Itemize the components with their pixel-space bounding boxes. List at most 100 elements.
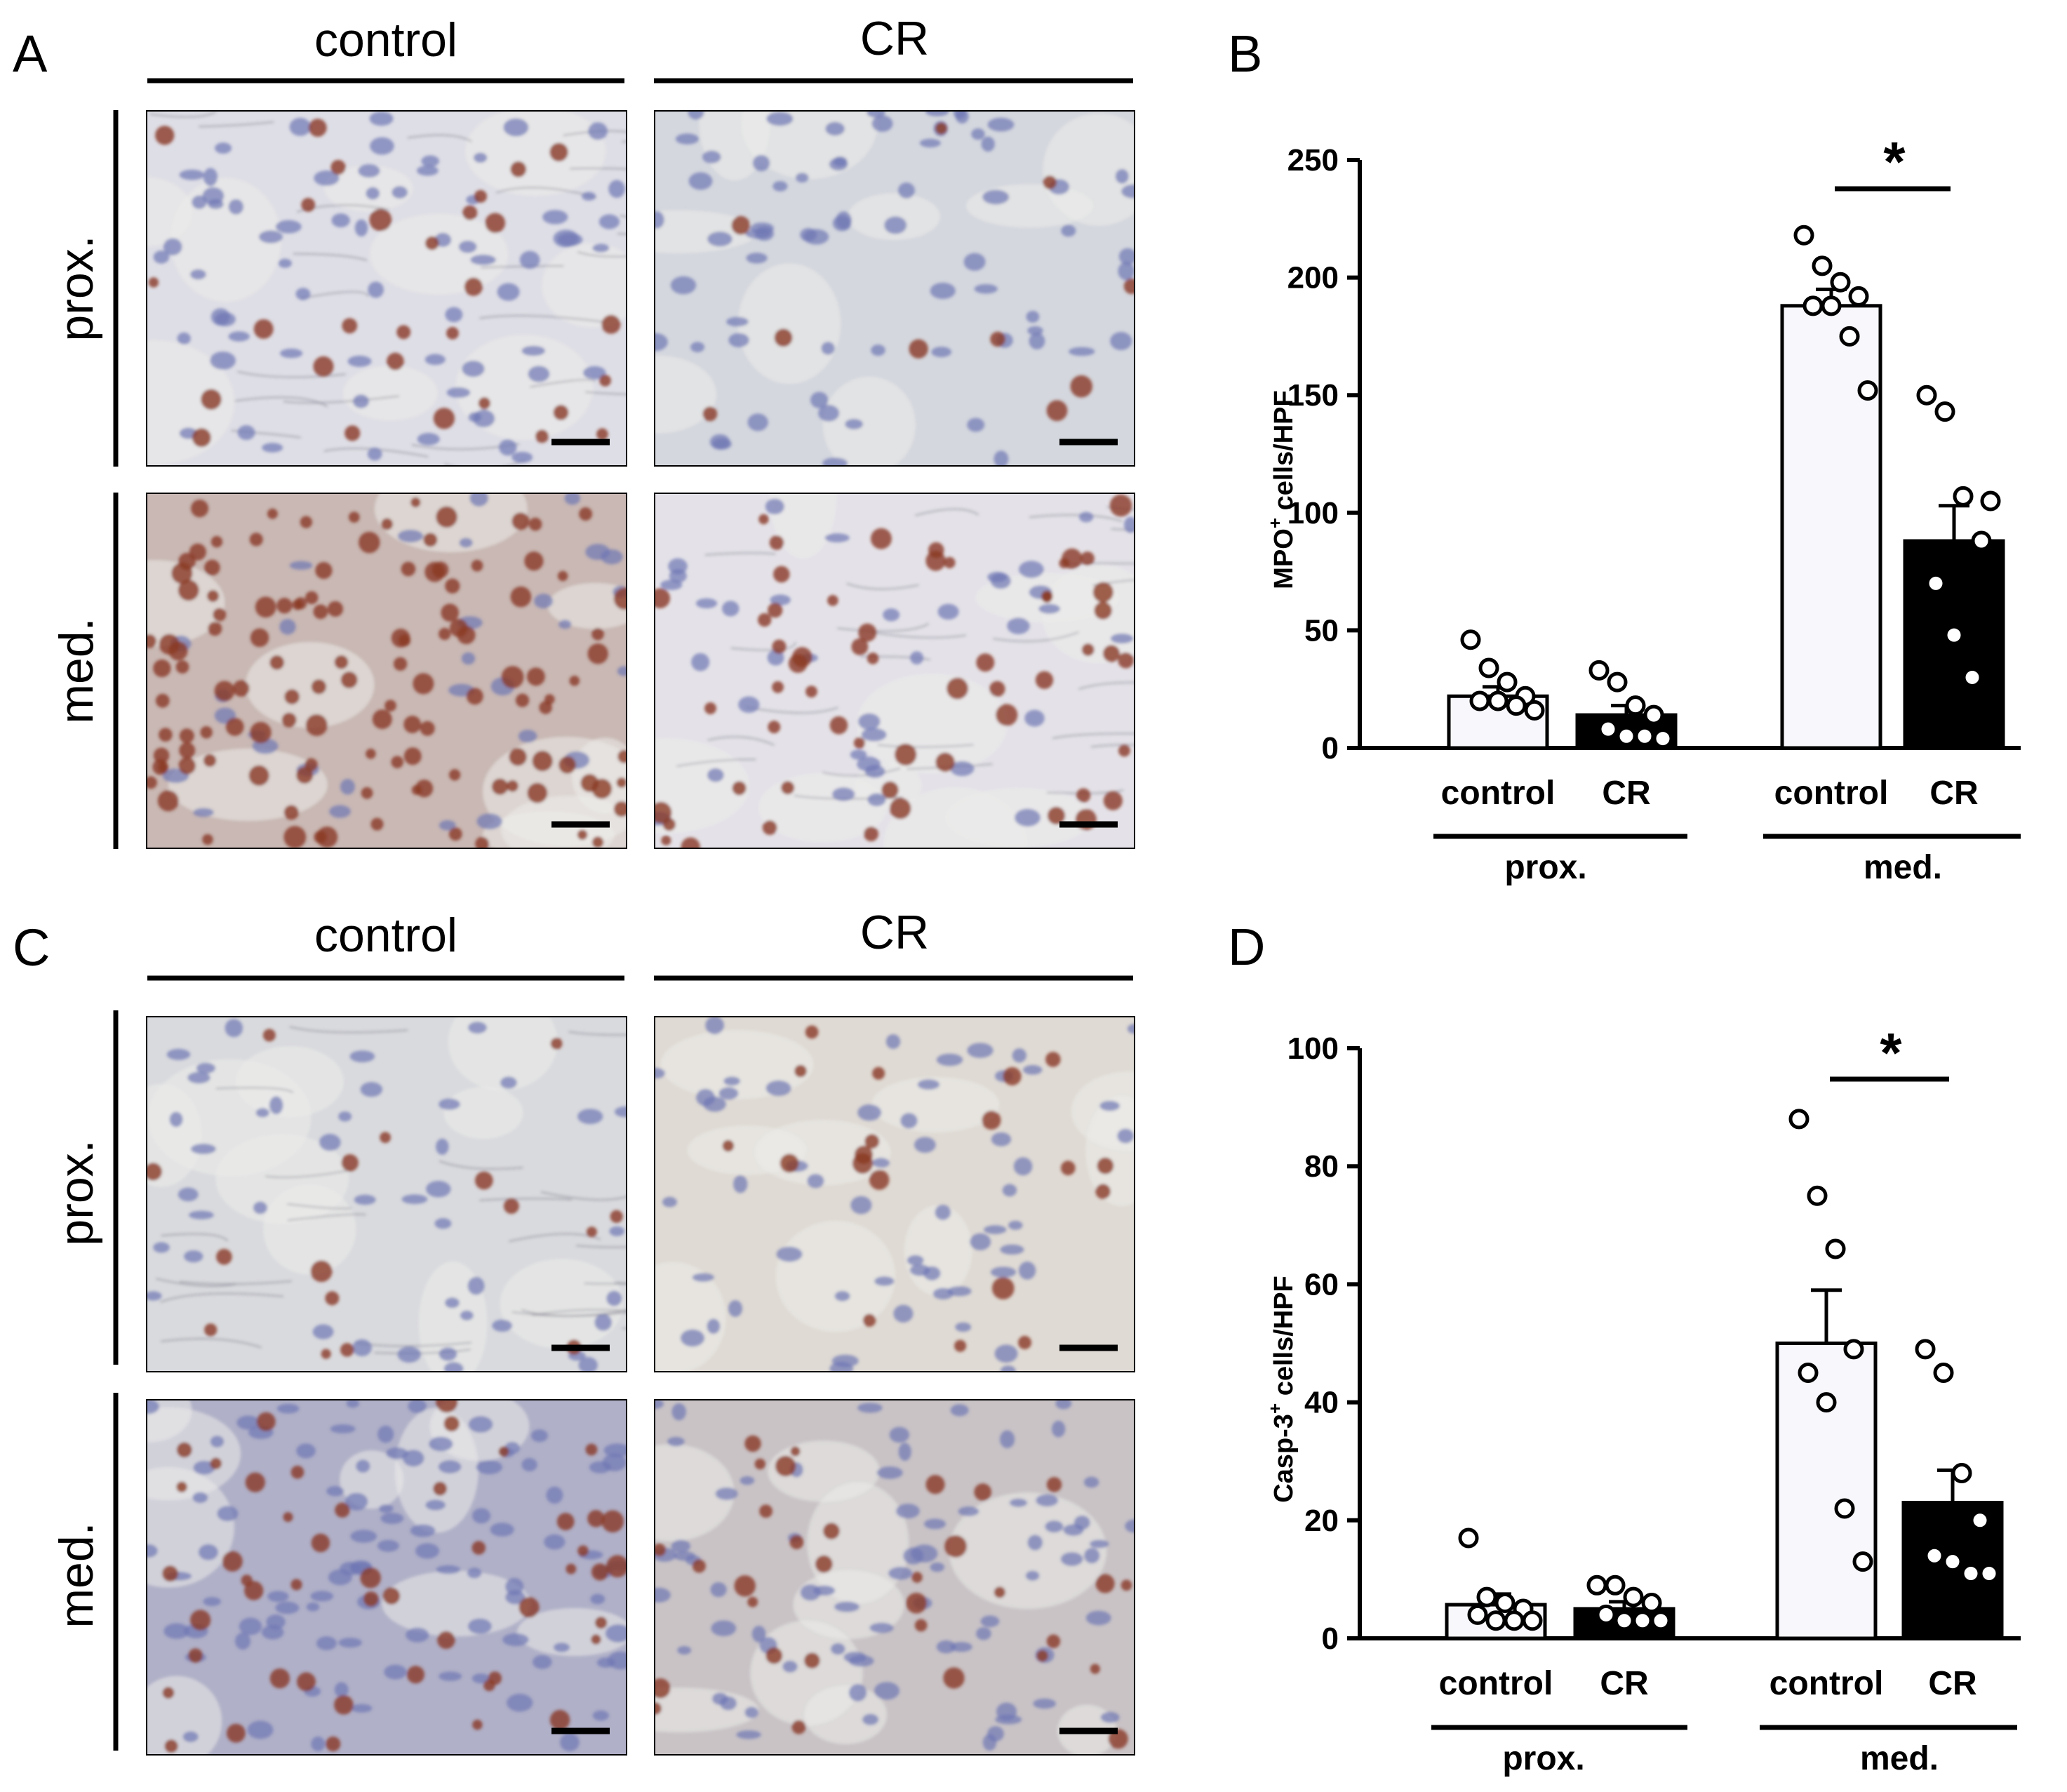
data-point [1616, 726, 1637, 747]
y-tick-label: 150 [1287, 378, 1339, 413]
stained-cell [203, 754, 217, 768]
blue-nucleus [519, 250, 540, 269]
stained-cell [498, 1446, 509, 1457]
blue-nucleus [654, 333, 668, 352]
blue-nucleus [932, 1288, 954, 1299]
stained-cell [702, 406, 718, 422]
stained-cell [311, 1533, 330, 1553]
blue-nucleus [772, 181, 788, 192]
blue-nucleus [845, 418, 863, 429]
blue-nucleus [1110, 332, 1132, 351]
blue-nucleus [930, 282, 956, 300]
blue-nucleus [605, 1624, 627, 1643]
stained-cell [853, 737, 866, 749]
blue-nucleus [609, 1226, 625, 1236]
blue-nucleus [1100, 1711, 1120, 1723]
stained-cell [539, 701, 552, 714]
stained-cell [1081, 551, 1095, 566]
blue-nucleus [210, 352, 236, 370]
stained-cell [436, 1399, 458, 1413]
fiber-strand [1111, 528, 1135, 531]
stained-cell [250, 721, 272, 744]
fiber-strand [509, 1233, 601, 1243]
stained-cell [359, 531, 380, 554]
blue-nucleus [602, 1453, 627, 1471]
stained-cell [591, 836, 604, 848]
stained-cell [210, 535, 223, 548]
panel-letter-a: A [13, 25, 48, 83]
blue-nucleus [577, 1109, 603, 1125]
blue-nucleus [1123, 516, 1135, 533]
blue-nucleus [925, 110, 949, 116]
blue-nucleus [991, 1132, 1012, 1146]
blue-nucleus [542, 210, 568, 225]
stained-cell [1043, 175, 1057, 189]
blue-nucleus [914, 1137, 936, 1153]
blue-nucleus [473, 152, 488, 163]
stained-cell [1095, 1184, 1111, 1199]
stained-cell [654, 1543, 666, 1557]
blue-nucleus [850, 749, 867, 760]
stained-cell [989, 681, 1005, 697]
blue-nucleus [439, 1098, 460, 1110]
blue-nucleus [976, 1627, 991, 1640]
blue-nucleus [392, 186, 408, 199]
stained-cell [935, 752, 955, 772]
stained-cell [255, 596, 276, 618]
blue-nucleus [468, 1022, 487, 1034]
stained-cell [176, 1442, 192, 1458]
stained-cell [393, 657, 408, 671]
blue-nucleus [744, 1706, 758, 1718]
blue-nucleus [864, 765, 885, 778]
blue-nucleus [262, 443, 283, 453]
blue-nucleus [861, 728, 887, 742]
blue-nucleus [907, 1255, 924, 1266]
blue-nucleus [971, 128, 985, 140]
blue-nucleus [738, 696, 760, 714]
blue-nucleus [163, 1623, 189, 1639]
stained-cell [295, 597, 307, 610]
blue-nucleus [930, 1562, 945, 1572]
data-point [1802, 295, 1824, 316]
blue-nucleus [1085, 1610, 1111, 1626]
data-point [1460, 629, 1481, 650]
stained-cell [864, 827, 879, 842]
tissue-structures [146, 1399, 627, 1756]
data-point [1979, 1563, 2000, 1584]
fiber-strand [287, 1213, 366, 1222]
fiber-strand [481, 265, 564, 269]
fiber-strand [993, 631, 1079, 643]
stained-cell [556, 1513, 575, 1530]
stained-cell [692, 1559, 706, 1573]
blue-nucleus [858, 713, 881, 730]
stained-cell [990, 331, 1005, 347]
fiber-strand [289, 1026, 408, 1034]
stained-cell [474, 1171, 493, 1190]
blue-nucleus [296, 1443, 316, 1459]
stained-cell [1045, 1052, 1061, 1067]
blue-nucleus [767, 650, 784, 666]
data-point [1588, 660, 1610, 681]
stained-cell [311, 679, 327, 695]
stained-cell [526, 667, 545, 686]
blue-nucleus [885, 1034, 901, 1049]
blue-nucleus [776, 1246, 803, 1262]
stained-cell [681, 837, 700, 849]
blue-nucleus [688, 172, 713, 190]
stained-cell [943, 1667, 965, 1689]
stained-cell [361, 787, 373, 799]
stained-cell [734, 1575, 756, 1597]
blue-nucleus [360, 1082, 383, 1097]
stained-cell [535, 429, 549, 443]
data-point [1586, 1574, 1607, 1596]
stained-cell [214, 681, 235, 702]
data-point [1924, 1545, 1945, 1566]
blue-nucleus [654, 1068, 666, 1078]
stained-cell [200, 726, 213, 739]
blue-nucleus [1033, 1698, 1057, 1709]
blue-nucleus [228, 199, 244, 215]
blue-nucleus [192, 1492, 208, 1504]
blue-nucleus [800, 228, 817, 242]
fiber-strand [215, 1087, 294, 1094]
bar [1775, 1342, 1878, 1640]
